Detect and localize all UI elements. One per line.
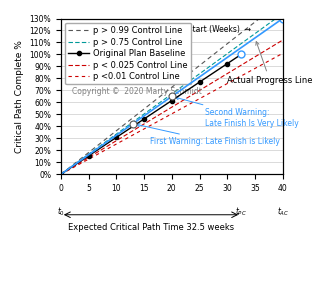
Text: Time Since Project Start (Weeks)  →: Time Since Project Start (Weeks) → (115, 25, 251, 34)
Legend: p > 0.99 Control Line, p > 0.75 Control Line, Original Plan Baseline, p < 0.025 : p > 0.99 Control Line, p > 0.75 Control … (65, 23, 191, 84)
Text: $t_{AC}$: $t_{AC}$ (276, 205, 289, 218)
Text: $t_0$: $t_0$ (57, 205, 65, 218)
Text: $t_{PC}$: $t_{PC}$ (235, 205, 247, 218)
Text: Expected Critical Path Time 32.5 weeks: Expected Critical Path Time 32.5 weeks (68, 223, 234, 232)
Y-axis label: Critical Path Complete %: Critical Path Complete % (15, 40, 24, 153)
Text: First Warning: Late Finish is Likely: First Warning: Late Finish is Likely (137, 124, 280, 146)
Text: Actual Progress Line: Actual Progress Line (227, 42, 313, 85)
Text: Copyright ©  2020 Marty Schmidt: Copyright © 2020 Marty Schmidt (72, 87, 202, 96)
Text: Second Warning:
Late Finish Is Very Likely: Second Warning: Late Finish Is Very Like… (176, 97, 299, 128)
